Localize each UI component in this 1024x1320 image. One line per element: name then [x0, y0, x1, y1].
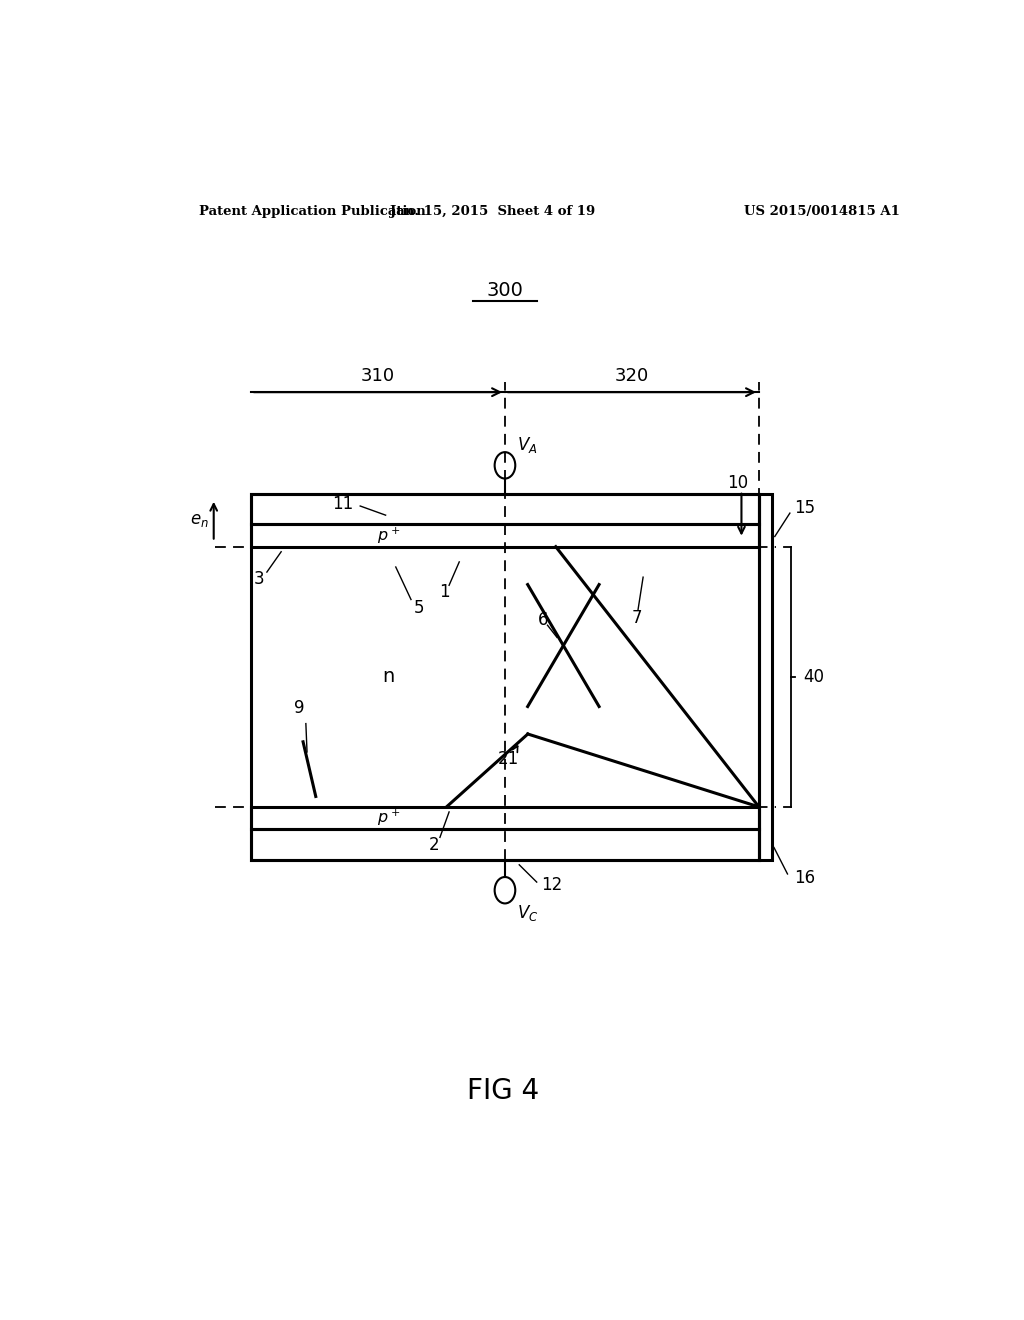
- Text: 1: 1: [438, 583, 450, 602]
- Text: n: n: [382, 668, 394, 686]
- Text: 15: 15: [794, 499, 815, 517]
- Text: 10: 10: [727, 474, 749, 491]
- Text: 300: 300: [486, 281, 523, 300]
- Text: $p^+$: $p^+$: [377, 525, 399, 545]
- Bar: [251, 829, 759, 859]
- Bar: [251, 807, 759, 829]
- Text: $V_C$: $V_C$: [517, 903, 539, 923]
- Text: 320: 320: [614, 367, 649, 385]
- Text: 12: 12: [541, 876, 562, 894]
- Text: $V_A$: $V_A$: [517, 436, 538, 455]
- Text: 6: 6: [539, 611, 549, 630]
- Text: FIG 4: FIG 4: [467, 1077, 539, 1105]
- Text: 9: 9: [294, 700, 304, 717]
- Bar: [251, 524, 759, 546]
- Bar: [251, 494, 759, 859]
- Bar: [251, 494, 759, 524]
- Text: 16: 16: [794, 869, 815, 887]
- Text: 3: 3: [254, 570, 264, 589]
- Text: 310: 310: [360, 367, 395, 385]
- Text: 5: 5: [414, 599, 424, 616]
- Text: Jan. 15, 2015  Sheet 4 of 19: Jan. 15, 2015 Sheet 4 of 19: [390, 206, 596, 218]
- Text: 11: 11: [332, 495, 353, 513]
- Text: 7: 7: [632, 609, 642, 627]
- Text: $p^+$: $p^+$: [377, 808, 399, 828]
- Text: 2: 2: [428, 837, 439, 854]
- Text: $e_n$: $e_n$: [190, 511, 209, 529]
- Text: 40: 40: [804, 668, 824, 686]
- Text: 21: 21: [498, 750, 518, 768]
- Text: US 2015/0014815 A1: US 2015/0014815 A1: [744, 206, 900, 218]
- Bar: [759, 494, 772, 859]
- Text: Patent Application Publication: Patent Application Publication: [200, 206, 426, 218]
